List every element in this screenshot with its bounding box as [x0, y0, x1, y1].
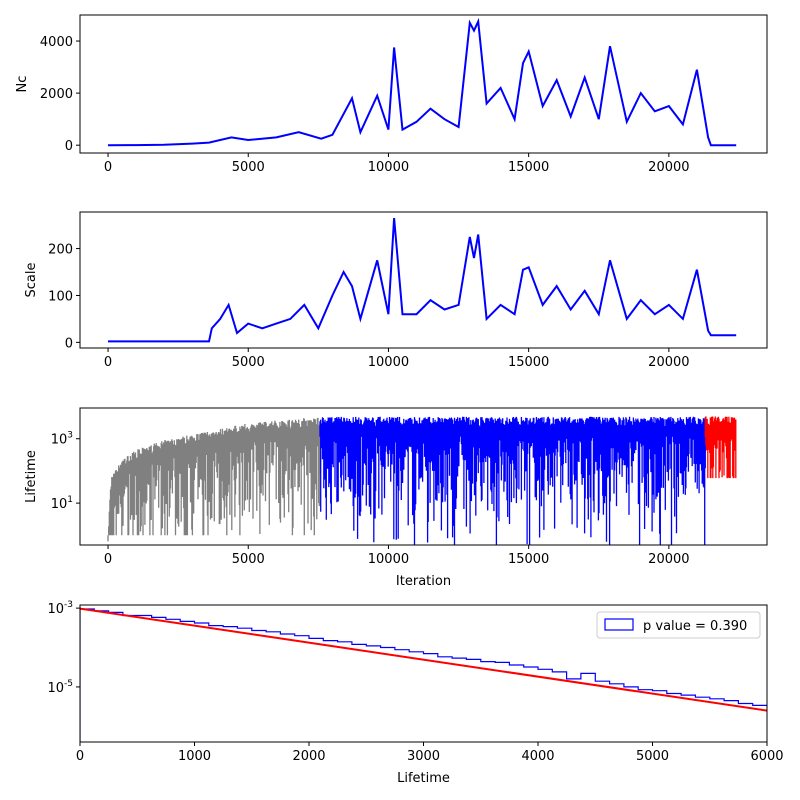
- x-tick-label: 5000: [232, 160, 265, 175]
- legend-swatch: [604, 618, 634, 631]
- x-tick-label: 5000: [232, 552, 265, 567]
- y-tick-label: 100: [48, 289, 73, 304]
- x-tick-label: 0: [104, 552, 112, 567]
- x-tick-label: 5000: [636, 749, 669, 764]
- x-tick-label: 10000: [368, 355, 409, 370]
- panel-nc: 0 5000 10000 15000 20000 0 2000 4000 Nc: [15, 14, 768, 175]
- x-axis-label: Iteration: [396, 574, 451, 589]
- x-tick-label: 10000: [368, 552, 409, 567]
- x-tick-label: 5000: [232, 355, 265, 370]
- y-tick-label: 2000: [40, 87, 73, 102]
- x-axis-label: Lifetime: [397, 771, 450, 786]
- data-series-line: [107, 17, 737, 147]
- data-series-line: [108, 218, 737, 343]
- y-tick-label: 4000: [40, 35, 73, 50]
- lifetime-trace: [704, 416, 737, 479]
- y-axis-label: Scale: [24, 263, 39, 298]
- y-tick-label: 0: [65, 336, 73, 351]
- x-tick-label: 20000: [648, 552, 689, 567]
- x-tick-label: 2000: [292, 749, 325, 764]
- axes-frame: [79, 14, 768, 154]
- lifetime-trace: [107, 417, 321, 542]
- legend-label: p value = 0.390: [643, 619, 747, 634]
- axes-frame: [79, 407, 768, 546]
- y-tick-label: 0: [65, 139, 73, 154]
- x-tick-label: 0: [76, 749, 84, 764]
- y-tick-label: 101: [51, 495, 73, 512]
- y-axis-label: Lifetime: [24, 450, 39, 503]
- y-tick-label: 200: [48, 243, 73, 258]
- x-tick-label: 1000: [178, 749, 211, 764]
- x-tick-label: 20000: [648, 160, 689, 175]
- x-tick-label: 15000: [508, 355, 549, 370]
- y-tick-label: 10-3: [47, 600, 73, 617]
- legend: p value = 0.390: [596, 611, 761, 639]
- x-tick-label: 10000: [368, 160, 409, 175]
- legend-frame: [596, 611, 761, 639]
- panel-lifetime-histogram: 0 1000 2000 3000 4000 5000 6000 10-5 10-3 Lifetim…: [47, 600, 783, 786]
- axes-frame: [79, 211, 768, 349]
- panel-scale: 0 5000 10000 15000 20000 0 100 200 Scale: [24, 211, 768, 370]
- x-tick-label: 0: [104, 355, 112, 370]
- exponential-fit-line: [80, 607, 767, 712]
- x-tick-label: 15000: [508, 160, 549, 175]
- x-tick-label: 6000: [750, 749, 783, 764]
- panel-lifetime-iteration: 0 5000 10000 15000 20000 101 103 Lifetime Iterat…: [24, 407, 768, 589]
- histogram-steps: [80, 608, 767, 742]
- y-tick-label: 103: [51, 431, 73, 448]
- x-tick-label: 0: [104, 160, 112, 175]
- y-tick-label: 10-5: [47, 679, 73, 696]
- x-tick-label: 3000: [407, 749, 440, 764]
- x-tick-label: 15000: [508, 552, 549, 567]
- lifetime-trace: [319, 416, 706, 545]
- x-tick-label: 4000: [521, 749, 554, 764]
- x-tick-label: 20000: [648, 355, 689, 370]
- y-axis-label: Nc: [15, 76, 30, 93]
